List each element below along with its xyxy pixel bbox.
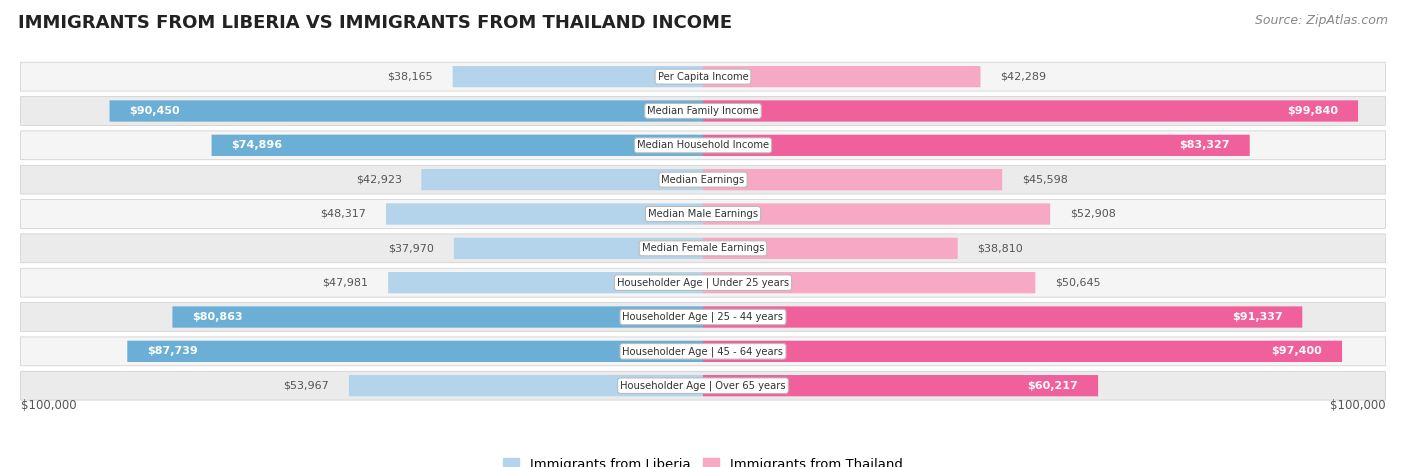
FancyBboxPatch shape [21, 371, 1385, 400]
Text: $52,908: $52,908 [1070, 209, 1116, 219]
Text: $99,840: $99,840 [1288, 106, 1339, 116]
FancyBboxPatch shape [211, 134, 703, 156]
Text: Median Family Income: Median Family Income [647, 106, 759, 116]
Text: $100,000: $100,000 [21, 399, 76, 412]
Text: $97,400: $97,400 [1271, 347, 1323, 356]
FancyBboxPatch shape [703, 134, 1250, 156]
FancyBboxPatch shape [454, 238, 703, 259]
Text: $42,923: $42,923 [356, 175, 402, 184]
Text: Householder Age | Over 65 years: Householder Age | Over 65 years [620, 381, 786, 391]
Text: Householder Age | 25 - 44 years: Householder Age | 25 - 44 years [623, 312, 783, 322]
Legend: Immigrants from Liberia, Immigrants from Thailand: Immigrants from Liberia, Immigrants from… [498, 453, 908, 467]
Text: $80,863: $80,863 [193, 312, 243, 322]
Text: $38,165: $38,165 [387, 71, 433, 82]
FancyBboxPatch shape [21, 62, 1385, 91]
FancyBboxPatch shape [703, 375, 1098, 396]
FancyBboxPatch shape [21, 303, 1385, 332]
FancyBboxPatch shape [21, 337, 1385, 366]
FancyBboxPatch shape [387, 203, 703, 225]
Text: $90,450: $90,450 [129, 106, 180, 116]
Text: $45,598: $45,598 [1022, 175, 1067, 184]
FancyBboxPatch shape [21, 234, 1385, 263]
FancyBboxPatch shape [422, 169, 703, 190]
Text: $100,000: $100,000 [1330, 399, 1385, 412]
Text: $91,337: $91,337 [1232, 312, 1282, 322]
Text: Source: ZipAtlas.com: Source: ZipAtlas.com [1254, 14, 1388, 27]
FancyBboxPatch shape [703, 203, 1050, 225]
Text: Median Male Earnings: Median Male Earnings [648, 209, 758, 219]
Text: IMMIGRANTS FROM LIBERIA VS IMMIGRANTS FROM THAILAND INCOME: IMMIGRANTS FROM LIBERIA VS IMMIGRANTS FR… [18, 14, 733, 32]
FancyBboxPatch shape [703, 66, 980, 87]
FancyBboxPatch shape [703, 341, 1343, 362]
Text: $47,981: $47,981 [322, 278, 368, 288]
Text: Householder Age | 45 - 64 years: Householder Age | 45 - 64 years [623, 346, 783, 357]
Text: Median Female Earnings: Median Female Earnings [641, 243, 765, 253]
FancyBboxPatch shape [128, 341, 703, 362]
FancyBboxPatch shape [703, 306, 1302, 328]
Text: Median Earnings: Median Earnings [661, 175, 745, 184]
FancyBboxPatch shape [21, 268, 1385, 297]
Text: $48,317: $48,317 [321, 209, 367, 219]
FancyBboxPatch shape [703, 238, 957, 259]
Text: Per Capita Income: Per Capita Income [658, 71, 748, 82]
Text: $74,896: $74,896 [231, 140, 283, 150]
FancyBboxPatch shape [173, 306, 703, 328]
Text: $50,645: $50,645 [1054, 278, 1101, 288]
FancyBboxPatch shape [703, 100, 1358, 121]
Text: $60,217: $60,217 [1028, 381, 1078, 391]
FancyBboxPatch shape [21, 97, 1385, 126]
Text: $53,967: $53,967 [284, 381, 329, 391]
FancyBboxPatch shape [453, 66, 703, 87]
Text: Median Household Income: Median Household Income [637, 140, 769, 150]
FancyBboxPatch shape [703, 272, 1035, 293]
FancyBboxPatch shape [110, 100, 703, 121]
Text: $38,810: $38,810 [977, 243, 1024, 253]
Text: $37,970: $37,970 [388, 243, 434, 253]
FancyBboxPatch shape [703, 169, 1002, 190]
Text: $83,327: $83,327 [1180, 140, 1230, 150]
Text: $42,289: $42,289 [1000, 71, 1046, 82]
FancyBboxPatch shape [21, 131, 1385, 160]
FancyBboxPatch shape [21, 199, 1385, 228]
FancyBboxPatch shape [21, 165, 1385, 194]
Text: Householder Age | Under 25 years: Householder Age | Under 25 years [617, 277, 789, 288]
FancyBboxPatch shape [388, 272, 703, 293]
FancyBboxPatch shape [349, 375, 703, 396]
Text: $87,739: $87,739 [148, 347, 198, 356]
